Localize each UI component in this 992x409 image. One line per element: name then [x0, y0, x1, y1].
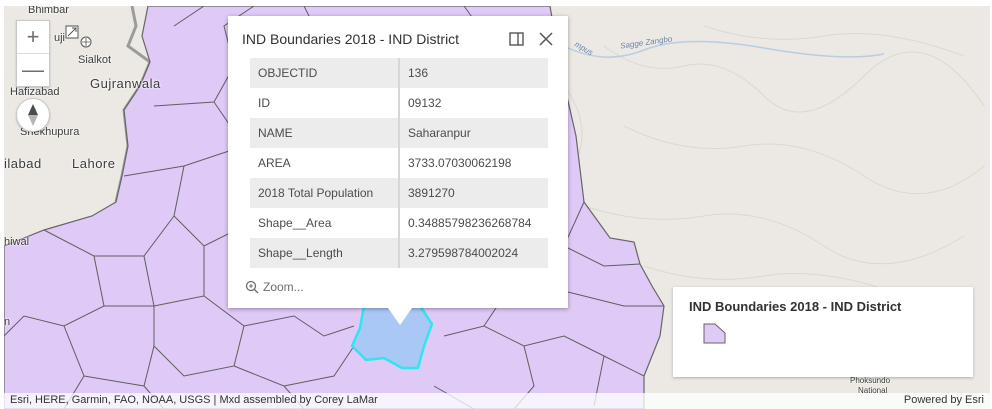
attribute-value: 136	[399, 58, 548, 88]
close-button[interactable]	[536, 29, 556, 49]
top-rule	[0, 0, 992, 6]
table-row: NAME Saharanpur	[250, 118, 548, 148]
place-label-bhimbar: Bhimbar	[28, 6, 69, 16]
zoom-magnifier-icon	[245, 280, 259, 294]
dock-icon	[509, 32, 524, 46]
legend-swatch-icon	[703, 323, 726, 344]
attributes-table: OBJECTID 136 ID 09132 NAME Saharanpur AR…	[250, 58, 548, 268]
basemap-toggle-icon	[65, 25, 92, 48]
attribute-key: NAME	[250, 118, 400, 148]
dock-button[interactable]	[508, 30, 526, 48]
table-row: 2018 Total Population 3891270	[250, 178, 548, 208]
legend-title: IND Boundaries 2018 - IND District	[689, 299, 902, 314]
place-label-n: n	[4, 316, 11, 328]
attribute-key: Shape__Length	[250, 238, 400, 268]
attribute-key: ID	[250, 88, 400, 118]
table-row: AREA 3733.07030062198	[250, 148, 548, 178]
zoom-to-label: Zoom...	[263, 280, 304, 294]
terrain-texture	[563, 25, 985, 297]
attribute-key: 2018 Total Population	[250, 178, 400, 208]
place-label-uji: uji	[54, 32, 66, 44]
place-label-phoksundo: Phoksundo	[850, 376, 891, 385]
attribute-value: 3.279598784002024	[399, 238, 548, 268]
table-row: ID 09132	[250, 88, 548, 118]
attribute-value: 09132	[408, 96, 442, 110]
table-row: OBJECTID 136	[250, 58, 548, 88]
attribute-key: AREA	[250, 148, 400, 178]
compass-icon	[28, 104, 38, 126]
place-label-national: National	[858, 386, 888, 395]
table-row: Shape__Length 3.279598784002024	[250, 238, 548, 268]
place-label-gujranwala: Gujranwala	[90, 76, 161, 91]
river-line	[563, 40, 885, 58]
place-label-lahore: Lahore	[72, 156, 116, 171]
legend-panel: IND Boundaries 2018 - IND District	[673, 287, 973, 377]
place-label-sialkot: Sialkot	[78, 54, 112, 66]
attribution-credits: Esri, HERE, Garmin, FAO, NOAA, USGS | Mx…	[10, 394, 378, 406]
attribute-value: Saharanpur	[399, 118, 548, 148]
place-label-ilabad: ilabad	[4, 156, 42, 171]
close-icon	[539, 32, 553, 46]
place-label-hiwal: hiwal	[4, 236, 30, 248]
zoom-out-button[interactable]: —	[17, 53, 49, 86]
popup-title: IND Boundaries 2018 - IND District	[242, 31, 460, 47]
attribute-key: Shape__Area	[250, 208, 400, 238]
compass-button[interactable]	[16, 98, 50, 132]
popup-pointer	[388, 308, 412, 325]
attribute-value: 3733.07030062198	[408, 156, 512, 170]
zoom-to-button[interactable]: Zoom...	[245, 280, 304, 294]
attribute-value: 3891270	[399, 178, 548, 208]
attribution-bar: Esri, HERE, Garmin, FAO, NOAA, USGS | Mx…	[4, 393, 990, 409]
powered-by-link[interactable]: Powered by Esri	[903, 394, 984, 406]
feature-popup: IND Boundaries 2018 - IND District OBJEC…	[228, 16, 568, 325]
zoom-control: + —	[16, 20, 50, 87]
attribute-value: 0.34885798236268784	[408, 216, 532, 230]
attribute-key: OBJECTID	[250, 58, 400, 88]
zoom-in-button[interactable]: +	[26, 24, 40, 49]
table-row: Shape__Area 0.34885798236268784	[250, 208, 548, 238]
basemap-toggle-button[interactable]	[60, 22, 96, 54]
place-label-hafizabad: Hafizabad	[10, 86, 60, 98]
